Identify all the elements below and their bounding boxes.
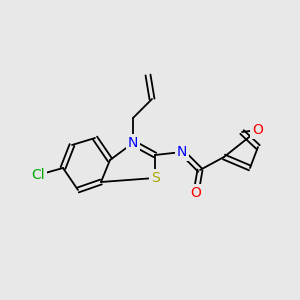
Text: N: N	[128, 136, 138, 150]
Text: O: O	[190, 186, 201, 200]
Text: Cl: Cl	[31, 168, 45, 182]
Text: S: S	[151, 171, 159, 185]
Text: O: O	[253, 123, 263, 137]
Text: N: N	[177, 145, 187, 159]
